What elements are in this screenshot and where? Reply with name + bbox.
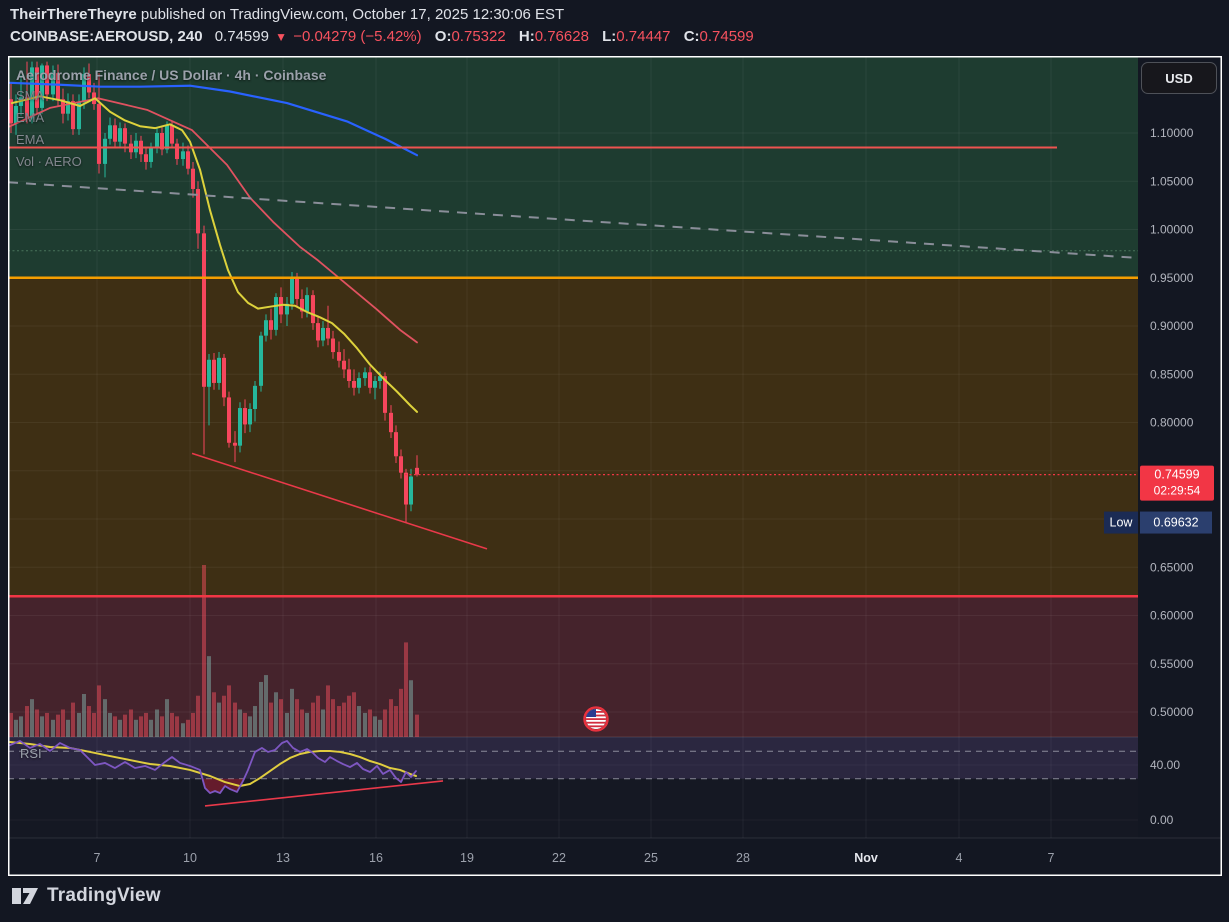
svg-text:28: 28 <box>736 851 750 865</box>
close-label: C: <box>683 28 700 45</box>
price-zone <box>8 596 1138 737</box>
svg-text:0.55000: 0.55000 <box>1150 657 1194 671</box>
svg-text:4: 4 <box>956 851 963 865</box>
symbol-name: COINBASE:AEROUSD, 240 <box>10 28 203 45</box>
chart-widget[interactable]: 1.10000 1.05000 1.00000 0.95000 0.90000 0.850… <box>8 56 1222 877</box>
svg-text:Low: Low <box>1110 516 1134 530</box>
indicator-rsi[interactable]: RSI <box>20 746 42 761</box>
tradingview-logo-icon <box>12 888 38 904</box>
down-arrow-icon: ▼ <box>275 30 288 44</box>
price-axis[interactable]: 1.10000 1.05000 1.00000 0.95000 0.90000 0.850… <box>1104 56 1222 838</box>
indicator-ema-2[interactable]: EMA <box>16 132 45 147</box>
svg-text:13: 13 <box>276 851 290 865</box>
candles <box>9 61 419 523</box>
svg-text:25: 25 <box>644 851 658 865</box>
last-price: 0.74599 <box>214 28 269 45</box>
svg-text:0.85000: 0.85000 <box>1150 367 1194 381</box>
time-axis[interactable]: 7 10 13 16 19 22 25 28 Nov 4 7 <box>8 736 1222 876</box>
svg-text:1.05000: 1.05000 <box>1150 174 1194 188</box>
chart-legend: Aerodrome Finance / US Dollar · 4h · Coi… <box>16 67 326 171</box>
svg-text:0.60000: 0.60000 <box>1150 609 1194 623</box>
symbol-line: COINBASE:AEROUSD, 240 0.74599 ▼ −0.04279… <box>10 26 1220 48</box>
chart-canvas[interactable]: 1.10000 1.05000 1.00000 0.95000 0.90000 0.850… <box>8 56 1222 876</box>
current-price-badge <box>1140 465 1214 501</box>
low-label-badge <box>1104 511 1138 534</box>
svg-text:10: 10 <box>183 851 197 865</box>
svg-text:0.95000: 0.95000 <box>1150 271 1194 285</box>
svg-text:0.74599: 0.74599 <box>1154 468 1199 482</box>
price-pane[interactable] <box>8 56 1138 737</box>
svg-text:1.10000: 1.10000 <box>1150 126 1194 140</box>
currency-toggle-button[interactable]: USD <box>1141 62 1217 94</box>
svg-text:0.90000: 0.90000 <box>1150 319 1194 333</box>
svg-text:16: 16 <box>369 851 383 865</box>
publisher-line: TheirThereTheyre published on TradingVie… <box>10 4 1220 26</box>
svg-text:0.69632: 0.69632 <box>1153 516 1198 530</box>
svg-text:7: 7 <box>94 851 101 865</box>
rsi-pane[interactable] <box>8 737 1138 838</box>
low-label: L: <box>602 28 617 45</box>
high-label: H: <box>518 28 535 45</box>
svg-text:1.00000: 1.00000 <box>1150 223 1194 237</box>
us-flag-event-icon[interactable] <box>583 706 609 732</box>
indicator-ema-1[interactable]: EMA <box>16 110 45 125</box>
tradingview-logo-text: TradingView <box>47 885 161 906</box>
tradingview-logo[interactable]: TradingView <box>12 884 161 908</box>
open-value: 0.75322 <box>451 28 506 45</box>
high-value: 0.76628 <box>534 28 589 45</box>
open-label: O: <box>434 28 452 45</box>
publisher-name: TheirThereTheyre <box>10 6 137 23</box>
chart-frame <box>8 56 1222 876</box>
price-zone <box>8 277 1138 597</box>
price-change: −0.04279 (−5.42%) <box>293 28 422 45</box>
close-value: 0.74599 <box>699 28 754 45</box>
svg-text:Nov: Nov <box>854 851 878 865</box>
svg-text:0.65000: 0.65000 <box>1150 560 1194 574</box>
low-value-badge <box>1140 511 1212 534</box>
svg-text:7: 7 <box>1048 851 1055 865</box>
svg-text:0.80000: 0.80000 <box>1150 416 1194 430</box>
publish-header: TheirThereTheyre published on TradingVie… <box>10 4 1220 48</box>
volume-bars <box>9 565 419 737</box>
low-value: 0.74447 <box>616 28 671 45</box>
publisher-suffix: published on TradingView.com, October 17… <box>136 6 565 23</box>
indicator-volume[interactable]: Vol · AERO <box>16 154 82 169</box>
price-zone <box>8 56 1138 278</box>
svg-text:22: 22 <box>552 851 566 865</box>
svg-text:02:29:54: 02:29:54 <box>1154 484 1201 498</box>
svg-text:0.50000: 0.50000 <box>1150 705 1194 719</box>
svg-text:40.00: 40.00 <box>1150 758 1180 772</box>
svg-text:19: 19 <box>460 851 474 865</box>
svg-text:0.00: 0.00 <box>1150 813 1174 827</box>
chart-title: Aerodrome Finance / US Dollar · 4h · Coi… <box>16 67 327 83</box>
indicator-sma[interactable]: SMA <box>16 88 45 103</box>
